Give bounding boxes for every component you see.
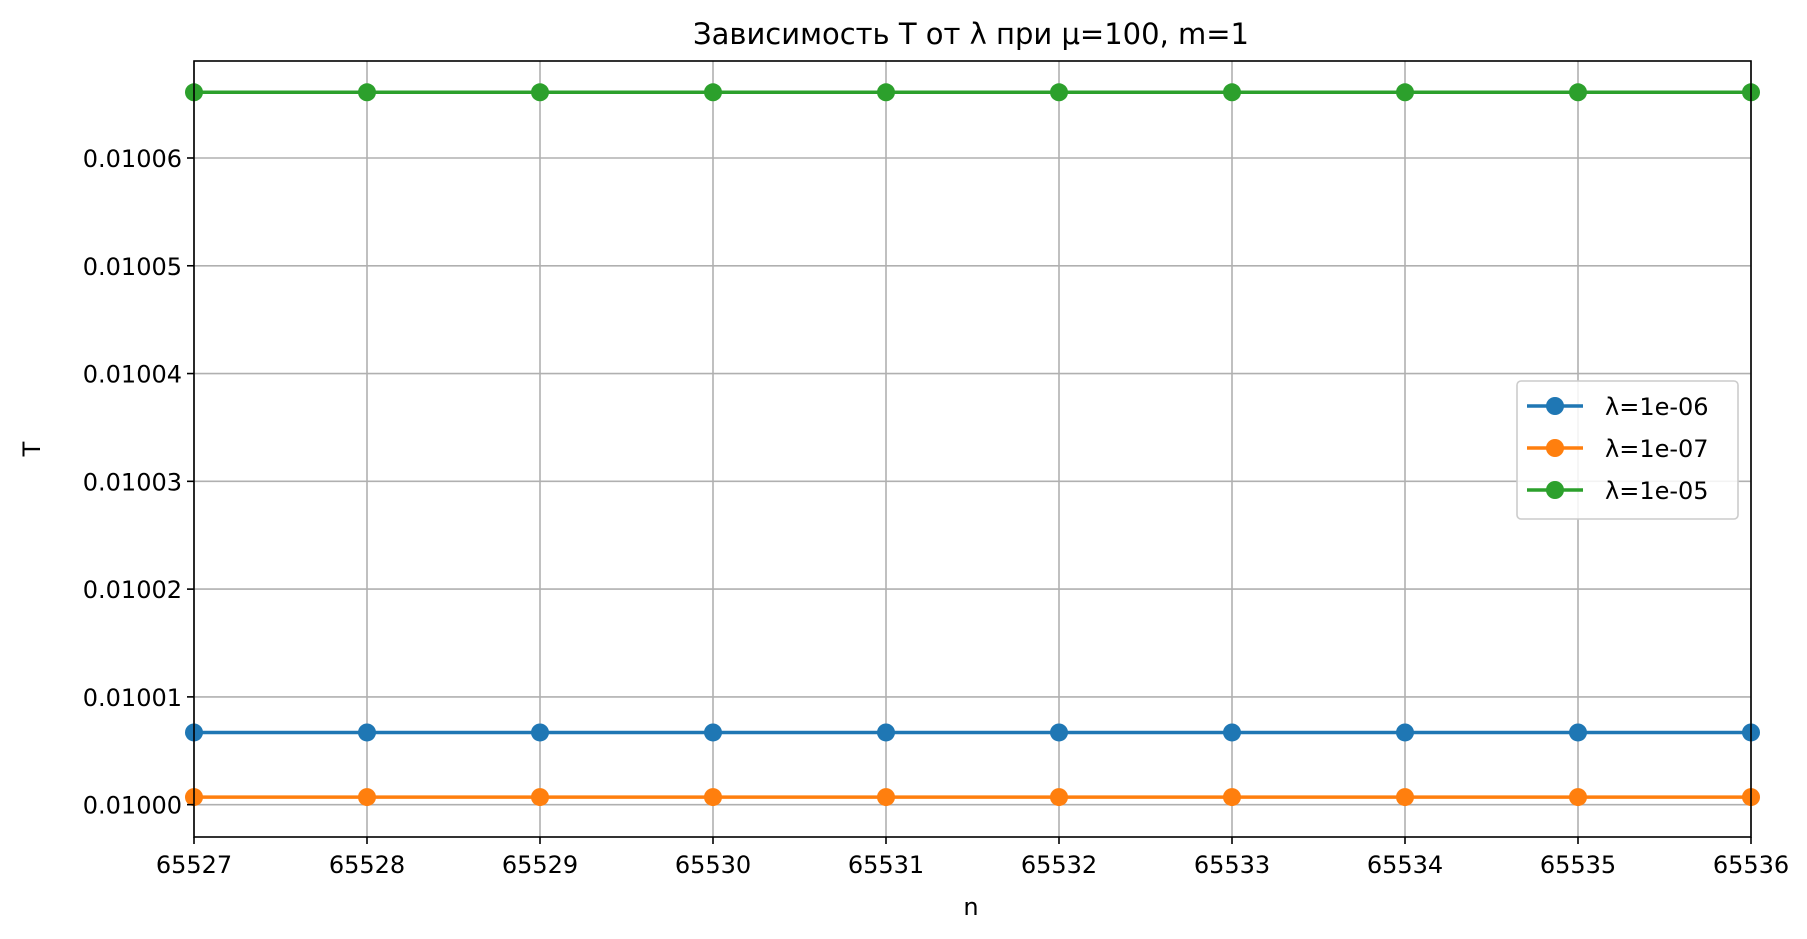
data-point (531, 788, 549, 807)
series-group (185, 723, 1760, 742)
x-tick-label: 65528 (329, 851, 405, 879)
x-tick-label: 65536 (1713, 851, 1789, 879)
legend-entry: λ=1e-06 (1527, 393, 1709, 421)
y-axis-ticks: 0.01000 0.01001 0.01002 0.01003 0.01004 0.010… (83, 145, 194, 820)
chart-title: Зависимость T от λ при μ=100, m=1 (693, 17, 1249, 51)
data-point (1050, 723, 1068, 742)
x-tick-label: 65533 (1194, 851, 1270, 879)
legend-marker (1546, 397, 1564, 415)
data-point (877, 723, 895, 742)
x-tick-label: 65534 (1367, 851, 1443, 879)
data-point (704, 788, 722, 807)
x-tick-label: 65535 (1540, 851, 1616, 879)
x-tick-label: 65531 (848, 851, 924, 879)
data-point (1569, 723, 1587, 742)
data-point (1396, 723, 1414, 742)
y-tick-label: 0.01001 (83, 684, 182, 712)
data-point (704, 83, 722, 102)
y-tick-label: 0.01000 (83, 792, 182, 820)
data-point (1223, 788, 1241, 807)
y-axis-label: T (18, 441, 46, 457)
x-axis-label: n (963, 893, 978, 921)
legend-label: λ=1e-06 (1605, 393, 1709, 421)
data-point (531, 83, 549, 102)
x-tick-label: 65532 (1021, 851, 1097, 879)
y-tick-label: 0.01005 (83, 253, 182, 281)
data-point (1050, 83, 1068, 102)
legend-label: λ=1e-05 (1605, 477, 1709, 505)
data-point (1569, 788, 1587, 807)
data-point (877, 788, 895, 807)
data-point (1396, 83, 1414, 102)
data-point (358, 723, 376, 742)
data-point (531, 723, 549, 742)
x-axis-ticks: 65527 65528 65529 65530 65531 65532 65533 65534… (156, 837, 1789, 879)
legend-entry: λ=1e-05 (1527, 477, 1709, 505)
data-point (1050, 788, 1068, 807)
data-point (1569, 83, 1587, 102)
x-tick-label: 65530 (675, 851, 751, 879)
legend-marker (1546, 481, 1564, 499)
legend-marker (1546, 439, 1564, 457)
y-tick-label: 0.01006 (83, 145, 182, 173)
data-point (358, 83, 376, 102)
series-group (185, 83, 1760, 102)
data-point (1223, 723, 1241, 742)
plot-frame (193, 60, 1752, 838)
y-tick-label: 0.01004 (83, 361, 182, 389)
y-tick-label: 0.01002 (83, 576, 182, 604)
legend-label: λ=1e-07 (1605, 435, 1709, 463)
legend-box (1516, 380, 1739, 520)
legend: λ=1e-06 λ=1e-07 λ=1e-05 (1516, 380, 1739, 520)
x-tick-label: 65527 (156, 851, 232, 879)
data-point (358, 788, 376, 807)
data-point (704, 723, 722, 742)
data-point (1396, 788, 1414, 807)
y-tick-label: 0.01003 (83, 468, 182, 496)
x-tick-label: 65529 (502, 851, 578, 879)
data-point (1223, 83, 1241, 102)
legend-entry: λ=1e-07 (1527, 435, 1709, 463)
data-point (877, 83, 895, 102)
